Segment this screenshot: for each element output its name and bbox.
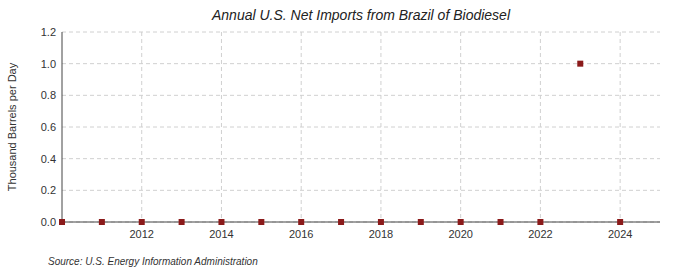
y-tick-labels: 0.0 0.2 0.4 0.6 0.8 1.0 1.2 bbox=[41, 26, 56, 228]
y-axis-line bbox=[62, 32, 63, 222]
x-tick-label: 2014 bbox=[209, 228, 233, 240]
grid bbox=[62, 32, 660, 222]
y-tick-label: 0.2 bbox=[41, 184, 56, 196]
points bbox=[59, 61, 623, 225]
x-tick-label: 2020 bbox=[448, 228, 472, 240]
x-tick-label: 2016 bbox=[289, 228, 313, 240]
point bbox=[298, 219, 304, 225]
title: Annual U.S. Net Imports from Brazil of B… bbox=[211, 7, 511, 23]
point bbox=[338, 219, 344, 225]
x-grid-line bbox=[460, 32, 461, 222]
y-tick-label: 0.8 bbox=[41, 89, 56, 101]
point bbox=[59, 219, 65, 225]
x-grid-line bbox=[221, 32, 222, 222]
x-tick-label: 2022 bbox=[528, 228, 552, 240]
y-tick-label: 1.2 bbox=[41, 26, 56, 38]
x-grid-line bbox=[620, 32, 621, 222]
point bbox=[139, 219, 145, 225]
y-grid-line bbox=[62, 190, 660, 191]
point bbox=[218, 219, 224, 225]
y-grid-line bbox=[62, 222, 660, 223]
x-tick-label: 2018 bbox=[369, 228, 393, 240]
point bbox=[617, 219, 623, 225]
source-note: Source: U.S. Energy Information Administ… bbox=[48, 256, 258, 267]
y-grid-line bbox=[62, 95, 660, 96]
x-tick-labels: 2012 2014 2016 2018 2020 2022 2024 bbox=[129, 228, 632, 240]
x-grid-line bbox=[141, 32, 142, 222]
point bbox=[418, 219, 424, 225]
y-grid-line bbox=[62, 127, 660, 128]
point bbox=[537, 219, 543, 225]
point bbox=[258, 219, 264, 225]
point bbox=[378, 219, 384, 225]
chart: 0.0 0.2 0.4 0.6 0.8 1.0 1.2 2012 2014 2016 2018 202… bbox=[0, 0, 675, 275]
point bbox=[99, 219, 105, 225]
y-axis-label: Thousand Barrels per Day bbox=[6, 62, 18, 191]
y-grid-line bbox=[62, 63, 660, 64]
point bbox=[458, 219, 464, 225]
point bbox=[498, 219, 504, 225]
y-tick-label: 1.0 bbox=[41, 58, 56, 70]
y-tick-label: 0.0 bbox=[41, 216, 56, 228]
y-grid-line bbox=[62, 158, 660, 159]
y-tick-label: 0.6 bbox=[41, 121, 56, 133]
x-grid-line bbox=[380, 32, 381, 222]
x-grid-line bbox=[301, 32, 302, 222]
x-tick-label: 2012 bbox=[129, 228, 153, 240]
y-tick-label: 0.4 bbox=[41, 153, 56, 165]
point bbox=[577, 61, 583, 67]
x-tick-label: 2024 bbox=[608, 228, 632, 240]
x-grid-line bbox=[540, 32, 541, 222]
y-grid-line bbox=[62, 32, 660, 33]
point bbox=[179, 219, 185, 225]
x-axis-line bbox=[62, 222, 660, 223]
